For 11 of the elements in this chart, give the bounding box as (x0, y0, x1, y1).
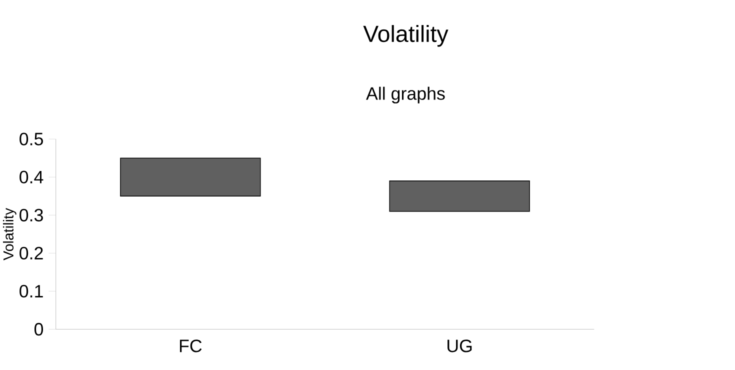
chart-title: Volatility (363, 25, 448, 47)
y-axis-title: Volatility (2, 208, 16, 261)
y-tick-label: 0 (34, 323, 44, 336)
y-tick-label: 0.5 (20, 132, 43, 146)
x-tick-label: UG (448, 340, 472, 352)
y-tick-label: 0.1 (20, 285, 43, 298)
x-tick-label: FC (180, 340, 202, 352)
y-tick-label: 0.3 (20, 209, 43, 222)
y-tick-label: 0.4 (20, 170, 44, 184)
chart-subtitle: All graphs (366, 86, 445, 104)
y-tick-label: 0.2 (20, 247, 43, 260)
